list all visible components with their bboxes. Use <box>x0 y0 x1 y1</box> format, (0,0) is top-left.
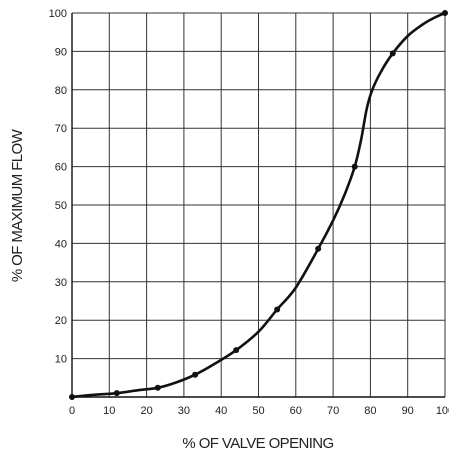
x-tick-label: 30 <box>178 405 190 417</box>
y-tick-label: 80 <box>55 85 67 97</box>
y-tick-label: 20 <box>55 315 67 327</box>
x-tick-label: 10 <box>103 405 115 417</box>
x-tick-label: 50 <box>252 405 264 417</box>
data-markers <box>69 10 448 400</box>
data-point <box>442 10 448 16</box>
data-point <box>113 390 120 397</box>
y-tick-label: 40 <box>55 238 67 250</box>
x-tick-label: 90 <box>402 405 414 417</box>
y-tick-label: 90 <box>55 46 67 58</box>
y-tick-label: 10 <box>55 354 67 366</box>
x-axis-label: % OF VALVE OPENING <box>182 435 333 452</box>
x-tick-label: 70 <box>327 405 339 417</box>
grid-lines <box>71 12 446 398</box>
x-tick-label: 60 <box>290 405 302 417</box>
y-tick-label: 50 <box>55 200 67 212</box>
y-tick-label: 70 <box>55 123 67 135</box>
y-tick-labels: 10 20 30 40 50 60 70 80 90 100 <box>49 8 67 366</box>
x-tick-label: 40 <box>215 405 227 417</box>
x-tick-labels: 0 10 20 30 40 50 60 70 80 90 100 <box>69 405 449 417</box>
data-point <box>233 347 240 354</box>
data-point <box>315 245 322 252</box>
y-tick-label: 60 <box>55 162 67 174</box>
data-point <box>69 394 75 400</box>
data-point <box>154 384 161 391</box>
data-point <box>351 163 358 170</box>
x-tick-label: 100 <box>436 405 449 417</box>
data-point <box>192 371 199 378</box>
y-axis-label: % OF MAXIMUM FLOW <box>9 128 26 282</box>
data-point <box>389 50 396 57</box>
x-tick-label: 20 <box>140 405 152 417</box>
x-tick-label: 80 <box>364 405 376 417</box>
x-tick-label: 0 <box>69 405 75 417</box>
y-tick-label: 30 <box>55 277 67 289</box>
data-point <box>274 306 281 313</box>
y-tick-label: 100 <box>49 8 67 20</box>
